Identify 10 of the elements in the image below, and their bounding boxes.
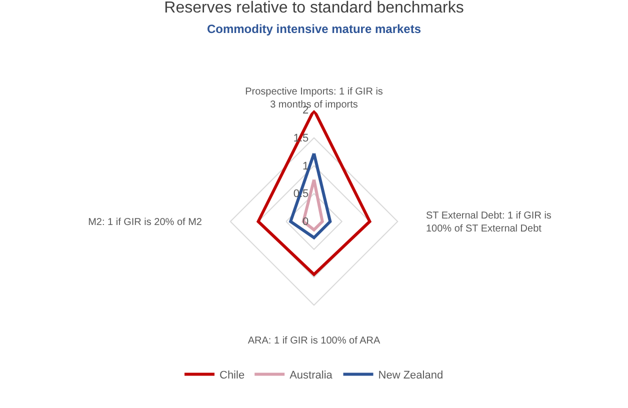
y-tick-label: 2 (302, 104, 309, 117)
legend-label: New Zealand (378, 370, 444, 382)
spoke-label: M2: 1 if GIR is 20% of M2 (88, 217, 202, 228)
chart-subtitle: Commodity intensive mature markets (206, 22, 422, 36)
spoke-label: ST External Debt: 1 if GIR is 100% of ST External Debt (426, 210, 552, 234)
chart-title: Reserves relative to standard benchmarks (164, 0, 464, 16)
legend-label: Chile (220, 370, 245, 382)
spoke-label: ARA: 1 if GIR is 100% of ARA (248, 336, 380, 346)
legend-label: Australia (290, 370, 334, 382)
y-tick-label: 1 (302, 160, 309, 172)
